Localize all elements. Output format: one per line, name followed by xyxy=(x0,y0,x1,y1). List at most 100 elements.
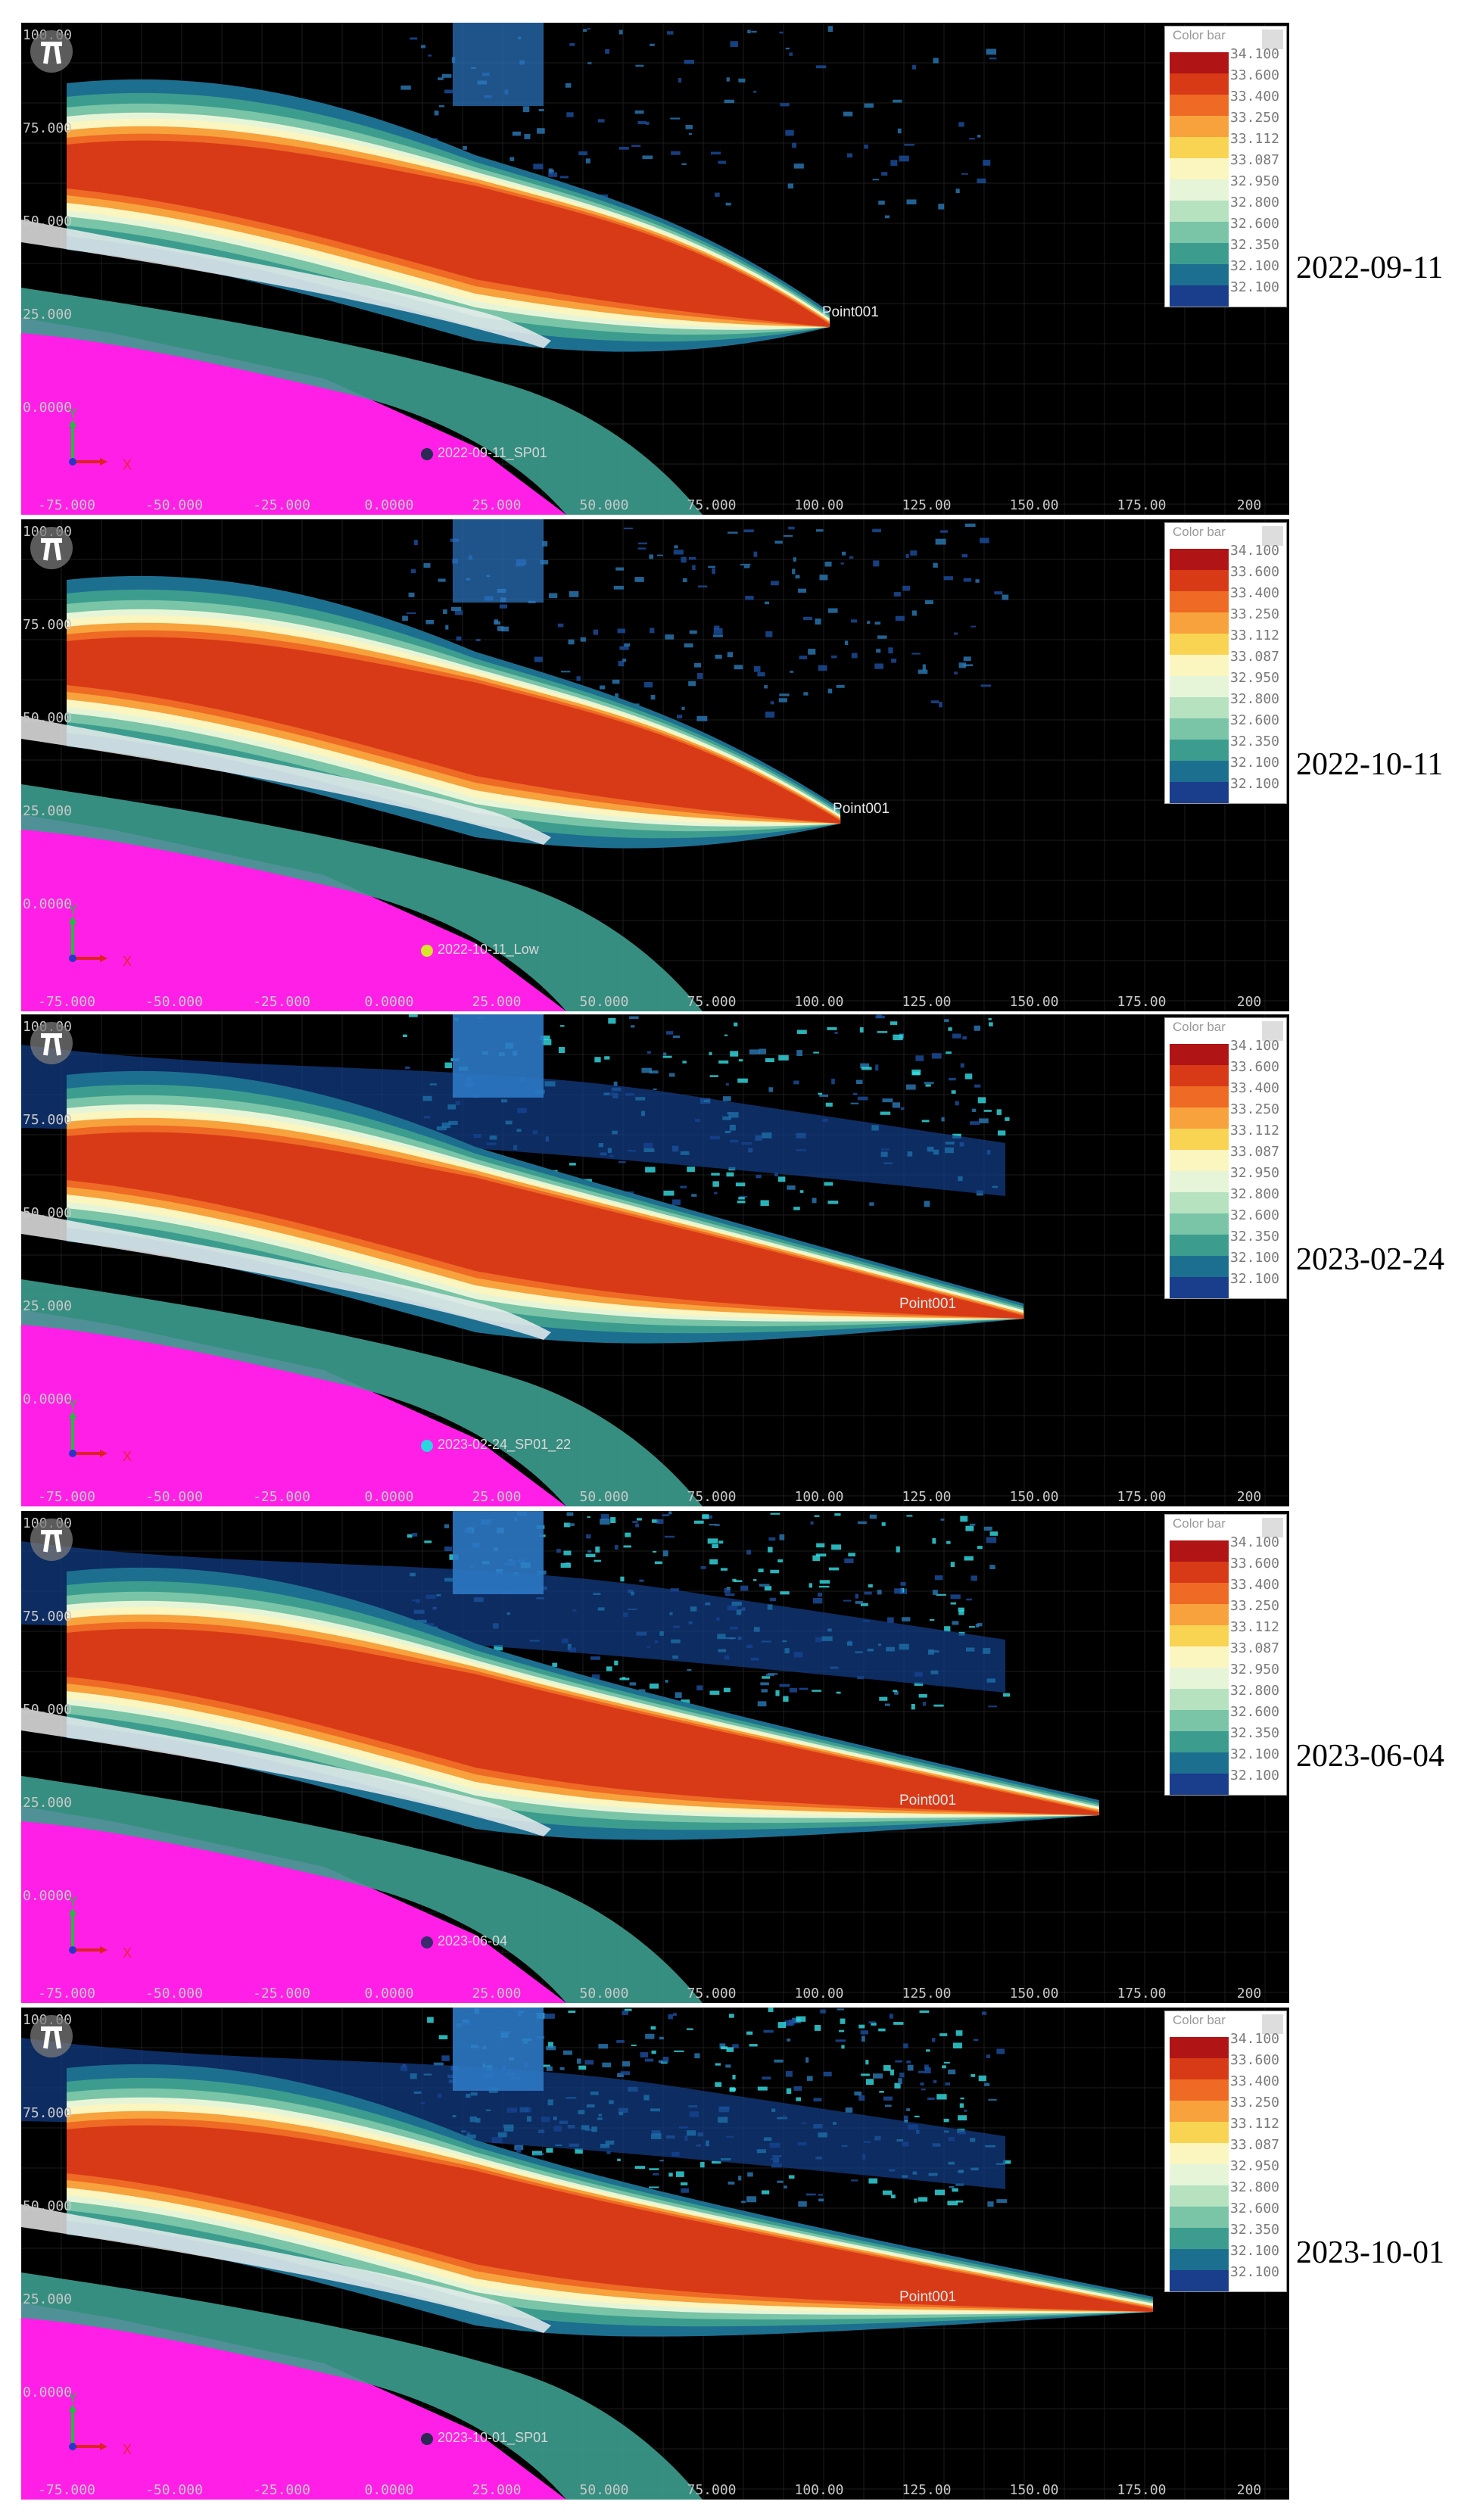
salinity-plume xyxy=(67,1567,1099,1840)
color-bar-legend: Color bar 34.100 33.600 33.400 33.250 33.112 3… xyxy=(1164,2011,1287,2292)
station-label: 2023-06-04 xyxy=(438,1933,508,1948)
axis-label-y: Y xyxy=(68,1894,78,1909)
color-bar-label: 32.600 xyxy=(1230,216,1280,232)
color-swatch xyxy=(1170,549,1229,570)
color-bar-label: 32.100 xyxy=(1230,258,1280,274)
color-bar-label: 34.100 xyxy=(1230,2031,1280,2047)
axis-label-y: Y xyxy=(68,902,78,917)
color-bar-close-button[interactable] xyxy=(1262,30,1283,49)
axis-label-y: Y xyxy=(68,1397,78,1413)
color-bar-label: 33.400 xyxy=(1230,2073,1280,2089)
panel-date-label: 2022-10-11 xyxy=(1296,747,1444,782)
color-swatch xyxy=(1170,2058,1229,2079)
color-swatch xyxy=(1170,1256,1229,1277)
x-tick-label: 0.0000 xyxy=(364,994,414,1010)
color-bar-close-button[interactable] xyxy=(1262,1518,1283,1537)
map-panel-1: 100.00 75.000 50.000 25.000 0.0000 -75.000 -50… xyxy=(21,23,1289,515)
color-bar-label: 32.950 xyxy=(1230,1662,1280,1677)
x-tick-label: 50.000 xyxy=(579,1986,629,2001)
color-bar-label: 33.087 xyxy=(1230,152,1280,168)
color-swatch xyxy=(1170,95,1229,116)
color-bar-title: Color bar xyxy=(1173,525,1226,539)
x-tick-label: 50.000 xyxy=(579,994,629,1010)
color-bar-label: 33.600 xyxy=(1230,564,1280,580)
color-bar-title: Color bar xyxy=(1173,1020,1226,1034)
x-tick-label: 125.00 xyxy=(902,1986,952,2001)
y-tick-label: 75.000 xyxy=(23,617,73,633)
bank-region xyxy=(21,815,566,1011)
color-swatch xyxy=(1170,1710,1229,1731)
station-marker[interactable] xyxy=(421,448,433,460)
x-tick-label: 25.000 xyxy=(472,2482,522,2498)
color-bar-label: 33.400 xyxy=(1230,89,1280,104)
color-bar-label: 33.250 xyxy=(1230,606,1280,622)
panel-date-label: 2022-09-11 xyxy=(1296,251,1444,285)
point-label: Point001 xyxy=(899,2289,957,2305)
color-bar-legend: Color bar 34.100 33.600 33.400 33.250 33.112 3… xyxy=(1164,26,1287,307)
color-bar-close-button[interactable] xyxy=(1262,526,1283,546)
color-swatch xyxy=(1170,264,1229,285)
point-label: Point001 xyxy=(821,304,879,320)
color-bar-close-button[interactable] xyxy=(1262,1021,1283,1041)
color-swatch xyxy=(1170,116,1229,137)
color-swatch xyxy=(1170,1668,1229,1689)
x-tick-label: 125.00 xyxy=(902,1489,952,1505)
x-tick-label: -50.000 xyxy=(145,994,203,1010)
y-tick-label: 25.000 xyxy=(23,307,73,322)
color-bar-close-button[interactable] xyxy=(1262,2014,1283,2034)
x-tick-label: -75.000 xyxy=(38,2482,95,2498)
x-tick-label: 25.000 xyxy=(472,1489,522,1505)
station-marker[interactable] xyxy=(421,945,433,957)
color-bar-label: 34.100 xyxy=(1230,1534,1280,1550)
color-bar-label: 33.112 xyxy=(1230,628,1280,643)
color-swatch xyxy=(1170,697,1229,718)
station-marker[interactable] xyxy=(421,2433,433,2445)
x-tick-label: 200 xyxy=(1236,1489,1262,1505)
color-swatch xyxy=(1170,1107,1229,1129)
color-bar-label: 33.600 xyxy=(1230,1059,1280,1075)
viewer-logo-icon xyxy=(27,1515,76,1564)
color-swatch xyxy=(1170,1086,1229,1107)
point-cloud-view xyxy=(21,23,1289,515)
x-tick-label: 75.000 xyxy=(687,497,737,513)
y-tick-label: 75.000 xyxy=(23,2105,73,2121)
x-tick-label: 150.00 xyxy=(1009,1986,1059,2001)
point-cloud-view xyxy=(21,1014,1289,1506)
color-bar-label: 32.800 xyxy=(1230,1683,1280,1699)
axis-triad-icon xyxy=(67,416,120,469)
station-marker[interactable] xyxy=(421,1936,433,1948)
color-bar-title: Color bar xyxy=(1173,2013,1226,2027)
color-swatch xyxy=(1170,1540,1229,1562)
y-tick-label: 0.0000 xyxy=(23,896,73,912)
color-bar-label: 33.250 xyxy=(1230,110,1280,126)
color-bar-legend: Color bar 34.100 33.600 33.400 33.250 33.112 3… xyxy=(1164,1514,1287,1796)
color-bar-label: 33.400 xyxy=(1230,585,1280,601)
color-swatch xyxy=(1170,2270,1229,2291)
map-panel-3: 100.00 75.000 50.000 25.000 0.0000 -75.000 -50… xyxy=(21,1014,1289,1506)
color-bar-legend: Color bar 34.100 33.600 33.400 33.250 33.112 3… xyxy=(1164,522,1287,804)
color-bar-label: 33.600 xyxy=(1230,2052,1280,2068)
color-bar-label: 32.100 xyxy=(1230,1271,1280,1287)
point-label: Point001 xyxy=(833,801,890,817)
color-swatch xyxy=(1170,2249,1229,2270)
y-tick-label: 25.000 xyxy=(23,1795,73,1811)
viewer-logo-icon xyxy=(27,2012,76,2061)
x-tick-label: 100.00 xyxy=(794,2482,844,2498)
color-swatch xyxy=(1170,1277,1229,1298)
station-label: 2022-10-11_Low xyxy=(438,942,539,957)
color-bar-label: 33.400 xyxy=(1230,1577,1280,1593)
color-swatch xyxy=(1170,2122,1229,2143)
x-tick-label: 175.00 xyxy=(1117,1986,1167,2001)
y-tick-label: 25.000 xyxy=(23,803,73,819)
color-bar-label: 33.600 xyxy=(1230,67,1280,83)
color-swatch xyxy=(1170,1689,1229,1710)
x-tick-label: 150.00 xyxy=(1009,2482,1059,2498)
station-marker[interactable] xyxy=(421,1440,433,1452)
color-swatch xyxy=(1170,782,1229,803)
color-bar-label: 32.100 xyxy=(1230,279,1280,295)
point-cloud-view xyxy=(21,1511,1289,2003)
color-swatch xyxy=(1170,2228,1229,2249)
y-tick-label: 0.0000 xyxy=(23,400,73,416)
point-label: Point001 xyxy=(899,1793,957,1808)
bank-region xyxy=(21,2303,566,2500)
